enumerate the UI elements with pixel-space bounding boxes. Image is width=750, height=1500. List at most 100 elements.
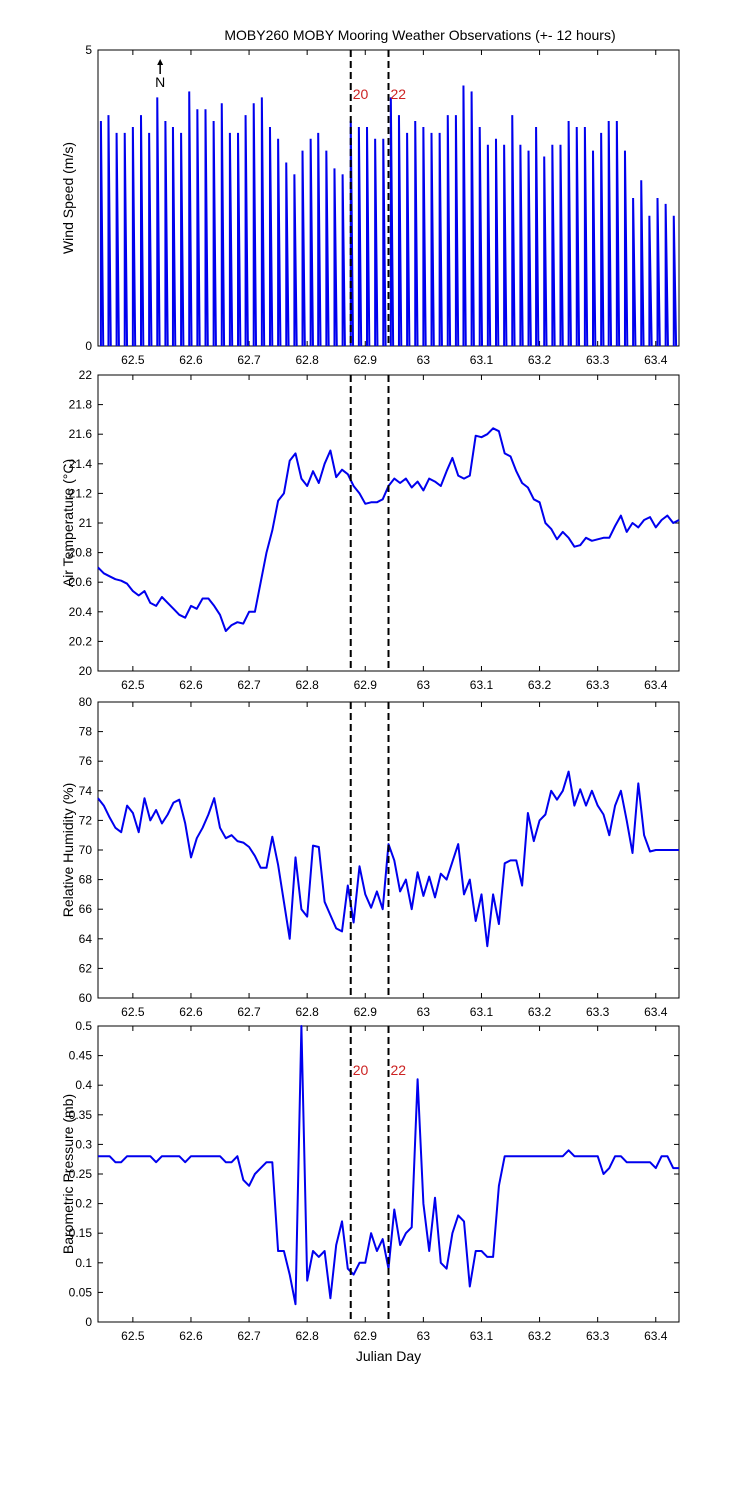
rh-y-tick-label: 68 [79,873,93,887]
wind-stick [462,85,467,347]
wind-stick [446,115,452,347]
rh-series-line [97,770,679,948]
baro-x-tick-label: 62.9 [354,1329,378,1343]
air-x-tick-label: 62.8 [295,678,319,692]
wind-stick [268,126,274,347]
rh-x-tick-label: 63.4 [644,1005,668,1019]
wind-stick [220,103,226,347]
rh-x-tick-label: 63.2 [528,1005,552,1019]
wind-y-tick-label: 0 [85,339,92,353]
wind-stick [527,150,532,347]
wind-stick [333,168,338,347]
wind-stick [196,109,201,347]
baro-y-tick-label: 0.4 [75,1078,92,1092]
baro-event-label: 20 [353,1062,369,1078]
wind-stick [309,138,314,347]
air-x-tick-label: 62.6 [179,678,203,692]
rh-y-tick-label: 74 [79,784,93,798]
wind-stick [454,115,460,347]
wind-x-tick-label: 63.3 [586,353,610,367]
wind-stick [212,121,217,347]
rh-x-tick-label: 63.1 [470,1005,494,1019]
wind-stick [366,126,371,347]
air-y-tick-label: 20.6 [69,575,93,589]
rh-y-tick-label: 78 [79,725,93,739]
wind-stick [374,138,379,347]
air-y-tick-label: 20 [79,664,93,678]
baro-y-tick-label: 0 [85,1315,92,1329]
rh-x-tick-label: 63.3 [586,1005,610,1019]
baro-x-tick-label: 62.7 [237,1329,261,1343]
wind-stick [301,150,306,347]
wind-x-tick-label: 62.9 [354,353,378,367]
wind-stick [640,180,645,347]
wind-stick [204,109,209,347]
wind-stick [180,132,185,347]
wind-stick [188,91,193,347]
wind-stick [511,115,516,347]
air-x-tick-label: 63.3 [586,678,610,692]
wind-stick [503,144,508,347]
baro-y-tick-label: 0.1 [75,1256,92,1270]
wind-stick [422,126,427,347]
air-y-tick-label: 21.6 [69,427,93,441]
air-x-tick-label: 63.4 [644,678,668,692]
north-label: N [155,74,165,90]
air-y-tick-label: 20.2 [69,634,93,648]
wind-stick [406,132,411,347]
barometric-pressure-panel: 62.5 62.6 62.7 62.8 62.9 63 63.1 63.2 63.3 63.4 0 0… [60,1019,680,1364]
wind-stick [486,144,492,347]
wind-stick [131,126,137,347]
wind-stick [164,121,169,347]
wind-event-label: 20 [353,86,369,102]
wind-stick [648,215,653,347]
wind-stick [317,132,322,347]
wind-stick [615,121,621,347]
air-y-tick-label: 20.4 [69,605,93,619]
wind-stick [260,97,266,347]
wind-stick [607,121,613,347]
wind-stick [171,126,177,347]
rh-y-tick-label: 62 [79,961,93,975]
wind-stick [285,162,290,347]
baro-y-tick-label: 0.45 [69,1049,93,1063]
wind-stick [567,121,572,347]
wind-stick [389,97,395,347]
figure-title: MOBY260 MOBY Mooring Weather Observation… [224,27,615,43]
baro-x-tick-label: 62.8 [295,1329,319,1343]
baro-x-tick-label: 63.4 [644,1329,668,1343]
wind-x-tick-label: 63.1 [470,353,494,367]
baro-event-label: 22 [391,1062,407,1078]
rh-y-tick-label: 76 [79,754,93,768]
wind-stick [123,132,129,347]
rh-y-axis-label: Relative Humidity (%) [60,783,76,918]
wind-stick [382,138,387,347]
wind-stick [277,138,282,347]
wind-stick [244,115,249,347]
air-x-tick-label: 63.2 [528,678,552,692]
air-x-tick-label: 62.9 [354,678,378,692]
rh-x-tick-label: 62.6 [179,1005,203,1019]
baro-x-tick-label: 63 [417,1329,431,1343]
air-y-axis-label: Air Temperature (°C) [60,459,76,587]
wind-stick [139,115,145,347]
rh-y-tick-label: 72 [79,813,93,827]
wind-stick [535,126,540,347]
wind-stick [293,174,298,347]
wind-stick [397,115,403,347]
wind-stick [237,132,242,347]
wind-stick [438,132,443,347]
air-x-tick-label: 63.1 [470,678,494,692]
air-x-tick-label: 62.7 [237,678,261,692]
wind-x-tick-label: 63 [417,353,431,367]
wind-x-tick-label: 62.5 [121,353,145,367]
wind-stick [156,97,161,347]
baro-x-tick-label: 62.6 [179,1329,203,1343]
baro-y-axis-label: Barometric Pressure (mb) [60,1094,76,1254]
wind-stick [559,144,564,347]
wind-stick [470,91,475,347]
wind-stick [575,126,581,347]
rh-y-tick-label: 66 [79,902,93,916]
air-y-tick-label: 21.4 [69,457,93,471]
rh-y-tick-label: 60 [79,991,93,1005]
